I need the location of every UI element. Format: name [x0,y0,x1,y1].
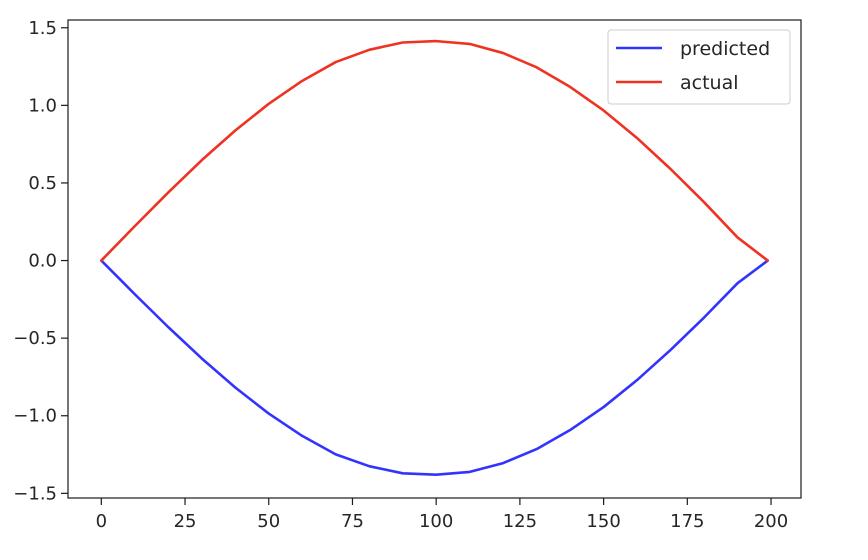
legend: predicted actual [607,29,791,105]
x-tick-label: 100 [419,511,453,532]
x-tick-label: 125 [503,511,537,532]
x-tick-label: 75 [341,511,364,532]
x-tick-label: 50 [257,511,280,532]
legend-label-predicted: predicted [680,38,770,60]
legend-label-actual: actual [680,72,739,94]
series-lines [100,39,769,477]
x-tick-label: 200 [754,511,788,532]
x-tick-label: 0 [96,511,107,532]
series-line-predicted [100,259,769,477]
x-tick-label: 150 [586,511,620,532]
y-axis: −1.5 −1.0 −0.5 0.0 0.5 1.0 1.5 [13,18,68,504]
x-axis: 0 25 50 75 100 125 150 175 200 [96,498,788,532]
y-tick-label: −1.5 [13,483,57,504]
y-tick-label: 0.5 [28,173,57,194]
y-tick-label: −0.5 [13,328,57,349]
x-tick-label: 25 [174,511,197,532]
y-tick-label: 1.5 [28,18,57,39]
y-tick-label: 0.0 [28,251,57,272]
y-tick-label: −1.0 [13,406,57,427]
series-line-actual [100,39,769,262]
y-tick-label: 1.0 [28,95,57,116]
x-tick-label: 175 [670,511,704,532]
